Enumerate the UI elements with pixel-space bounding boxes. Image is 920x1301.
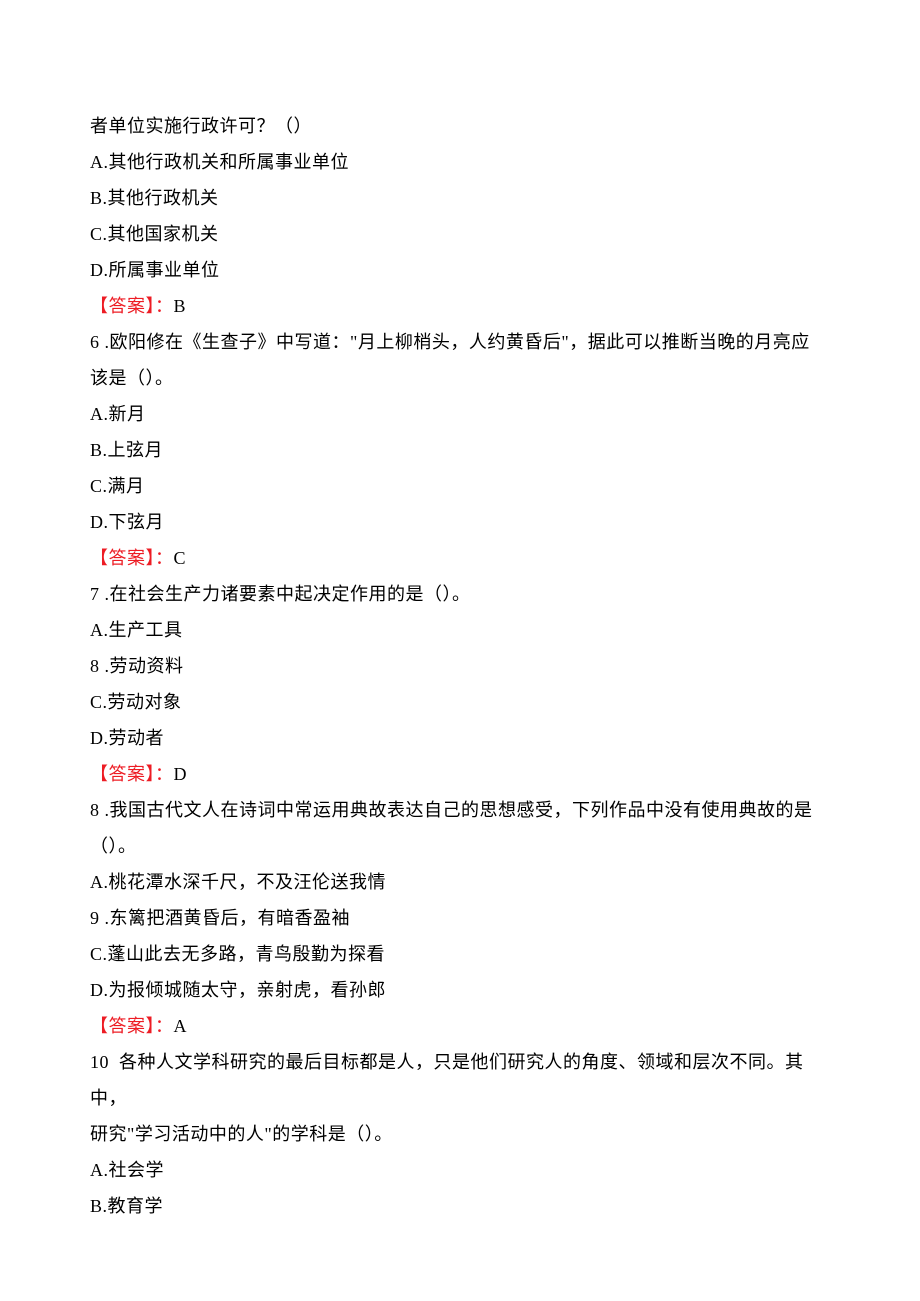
answer-line: 【答案】：A [90, 1008, 830, 1044]
q10-stem-line2: 研究"学习活动中的人"的学科是（）。 [90, 1116, 830, 1152]
q8-stem-line1: 8 .我国古代文人在诗词中常运用典故表达自己的思想感受，下列作品中没有使用典故的… [90, 792, 830, 828]
option-b: 8 .劳动资料 [90, 648, 830, 684]
answer-label: 【答案】： [90, 764, 174, 784]
answer-line: 【答案】：C [90, 540, 830, 576]
option-d: D.劳动者 [90, 720, 830, 756]
option-b: B.教育学 [90, 1188, 830, 1224]
answer-value: B [174, 296, 187, 316]
q8-stem-line2: （）。 [90, 828, 830, 864]
answer-value: A [174, 1016, 188, 1036]
option-a: A.桃花潭水深千尺，不及汪伦送我情 [90, 864, 830, 900]
answer-line: 【答案】：B [90, 288, 830, 324]
q6-stem-line1: 6 .欧阳修在《生查子》中写道："月上柳梢头，人约黄昏后"，据此可以推断当晚的月… [90, 324, 830, 360]
option-c: C.蓬山此去无多路，青鸟殷勤为探看 [90, 936, 830, 972]
option-d: D.下弦月 [90, 504, 830, 540]
q6-stem-line2: 该是（）。 [90, 360, 830, 396]
option-d: D.为报倾城随太守，亲射虎，看孙郎 [90, 972, 830, 1008]
document-page: 者单位实施行政许可？（） A.其他行政机关和所属事业单位 B.其他行政机关 C.… [0, 0, 920, 1301]
q7-stem: 7 .在社会生产力诸要素中起决定作用的是（）。 [90, 576, 830, 612]
option-c: C.其他国家机关 [90, 216, 830, 252]
option-d: D.所属事业单位 [90, 252, 830, 288]
option-b: B.其他行政机关 [90, 180, 830, 216]
option-a: A.社会学 [90, 1152, 830, 1188]
answer-label: 【答案】： [90, 296, 174, 316]
option-a: A.新月 [90, 396, 830, 432]
option-a: A.生产工具 [90, 612, 830, 648]
option-b: 9 .东篱把酒黄昏后，有暗香盈袖 [90, 900, 830, 936]
option-a: A.其他行政机关和所属事业单位 [90, 144, 830, 180]
option-c: C.劳动对象 [90, 684, 830, 720]
answer-label: 【答案】： [90, 1016, 174, 1036]
option-c: C.满月 [90, 468, 830, 504]
option-b: B.上弦月 [90, 432, 830, 468]
answer-label: 【答案】： [90, 548, 174, 568]
q10-stem-line1: 10 各种人文学科研究的最后目标都是人，只是他们研究人的角度、领域和层次不同。其… [90, 1044, 830, 1116]
answer-line: 【答案】：D [90, 756, 830, 792]
fragment-stem: 者单位实施行政许可？（） [90, 108, 830, 144]
answer-value: D [174, 764, 188, 784]
answer-value: C [174, 548, 187, 568]
